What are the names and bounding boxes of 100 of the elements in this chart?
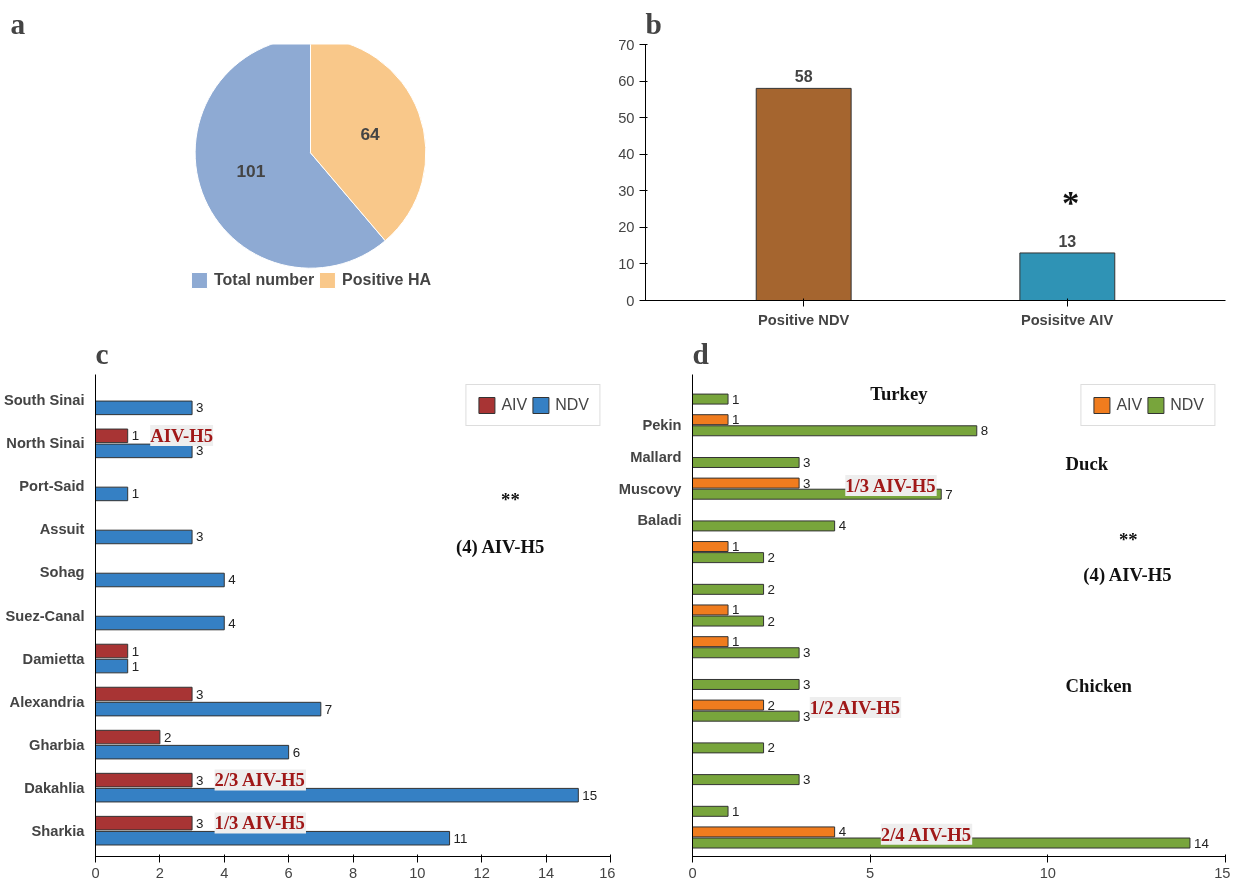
annotation: Turkey	[870, 383, 929, 405]
data-label: 2	[767, 740, 775, 756]
data-label: 6	[292, 744, 301, 760]
x-tick-label: 15	[1214, 864, 1231, 881]
y-tick-label: 20	[618, 219, 635, 236]
x-tick-label: 4	[220, 864, 229, 881]
data-label: 3	[803, 772, 811, 788]
annotation: 1/3 AIV-H5	[845, 474, 936, 496]
data-label: 1	[732, 803, 740, 819]
data-label: 1	[131, 428, 140, 444]
bar	[95, 529, 193, 545]
data-label: 2	[767, 613, 775, 629]
x-tick-label: 12	[473, 864, 490, 881]
data-label: 1	[131, 658, 140, 674]
x-tick-label: 16	[599, 864, 616, 881]
data-label: 1	[732, 391, 740, 407]
data-label: 3	[196, 686, 204, 702]
y-tick-label: Sharkia	[31, 822, 86, 839]
data-label: 3	[803, 708, 811, 724]
y-tick-label: North Sinai	[6, 435, 85, 452]
legend-label: NDV	[555, 396, 589, 414]
y-tick-label: Mallard	[630, 448, 682, 465]
data-label: 1	[732, 412, 740, 428]
x-tick-label: 14	[537, 864, 555, 881]
annotation: 2/4 AIV-H5	[880, 823, 972, 845]
data-label: 8	[980, 423, 989, 439]
data-label: 7	[945, 486, 953, 502]
annotation: (4) AIV-H5	[456, 536, 545, 559]
data-label: 1	[732, 539, 740, 555]
bar	[95, 486, 129, 502]
y-tick-label: Damietta	[22, 650, 86, 667]
legend-label: Total number	[213, 271, 315, 289]
data-label: 3	[803, 475, 811, 491]
data-label: 14	[1193, 835, 1210, 851]
annotation: 1/2 AIV-H5	[809, 696, 901, 718]
x-tick-label: 5	[866, 864, 875, 881]
data-label: 11	[453, 830, 468, 846]
bar	[692, 805, 729, 817]
data-label: 2	[767, 550, 775, 566]
chart-title: d	[692, 337, 709, 370]
y-tick-label: 70	[618, 36, 635, 53]
chart-title: b	[645, 7, 662, 40]
y-tick-label: Suez-Canal	[5, 607, 85, 624]
data-label: 64	[360, 124, 381, 145]
y-tick-label: Alexandria	[9, 693, 86, 710]
annotation: **	[501, 488, 520, 510]
annotation: 2/3 AIV-H5	[214, 769, 305, 791]
data-label: 4	[838, 824, 847, 840]
data-label: 1	[131, 486, 140, 502]
bar	[692, 774, 800, 786]
y-tick-label: Baladi	[637, 512, 682, 529]
x-tick-label: 0	[688, 864, 697, 881]
data-label: 3	[803, 455, 811, 470]
annotation: **	[1118, 528, 1138, 550]
y-tick-label: 0	[626, 292, 635, 309]
bar	[692, 520, 836, 532]
data-label: 4	[838, 518, 847, 534]
annotation: Chicken	[1065, 674, 1133, 696]
bar	[692, 583, 765, 595]
data-label: 58	[794, 68, 813, 86]
bar	[692, 742, 765, 754]
data-label: 101	[236, 161, 266, 182]
annotation: 1/3 AIV-H5	[214, 812, 305, 834]
data-label: 3	[803, 645, 811, 661]
data-label: 4	[228, 615, 237, 631]
x-tick-label: 2	[155, 864, 164, 881]
bar	[95, 615, 225, 631]
y-tick-label: South Sinai	[3, 392, 85, 409]
data-label: 15	[582, 787, 598, 803]
y-tick-label: 60	[618, 73, 635, 90]
legend-label: AIV	[1116, 396, 1143, 414]
data-label: 3	[196, 529, 204, 545]
annotation: *	[1062, 182, 1080, 221]
annotation: (4) AIV-H5	[1083, 563, 1172, 586]
y-tick-label: Assuit	[39, 521, 85, 538]
x-tick-label: 6	[284, 864, 293, 881]
y-tick-label: Pekin	[642, 417, 682, 434]
x-tick-label: 10	[409, 864, 426, 881]
data-label: 2	[767, 697, 775, 713]
y-tick-label: 10	[618, 255, 635, 272]
data-label: 1	[131, 643, 140, 659]
data-label: 1	[732, 602, 740, 618]
y-tick-label: 40	[618, 146, 635, 163]
y-tick-label: Port-Said	[19, 478, 85, 495]
legend-label: Positive HA	[342, 271, 432, 289]
x-tick-label: Posisitve AIV	[1020, 311, 1114, 328]
y-tick-label: Sohag	[39, 564, 85, 581]
x-tick-label: 8	[348, 864, 358, 881]
y-tick-label: 30	[618, 182, 635, 199]
bar	[692, 393, 729, 405]
bar	[95, 572, 225, 588]
bar	[692, 678, 800, 690]
y-tick-label: 50	[618, 109, 635, 126]
y-tick-label: Muscovy	[618, 480, 683, 497]
bar	[692, 457, 800, 468]
annotation: Duck	[1065, 452, 1109, 474]
legend-label: AIV	[501, 396, 528, 414]
chart-title: c	[95, 337, 109, 370]
bar	[95, 400, 193, 416]
data-label: 13	[1058, 232, 1077, 250]
